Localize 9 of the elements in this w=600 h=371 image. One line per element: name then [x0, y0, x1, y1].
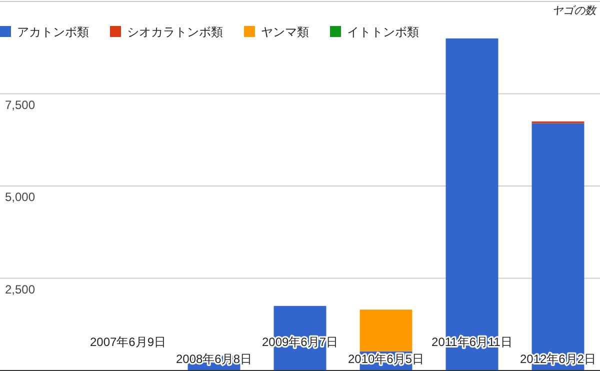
y-axis-title: ヤゴの数 [552, 5, 597, 17]
legend-label: イトトンボ類 [347, 25, 419, 39]
legend-label: ヤンマ類 [261, 25, 309, 39]
x-tick-label: 2007年6月9日 [90, 335, 166, 349]
y-tick-label: 5,000 [5, 190, 36, 204]
y-tick-label: 2,500 [5, 282, 36, 296]
legend-label: アカトンボ類 [17, 25, 89, 39]
legend-label: シオカラトンボ類 [127, 25, 223, 39]
y-tick-label: 7,500 [5, 98, 36, 112]
